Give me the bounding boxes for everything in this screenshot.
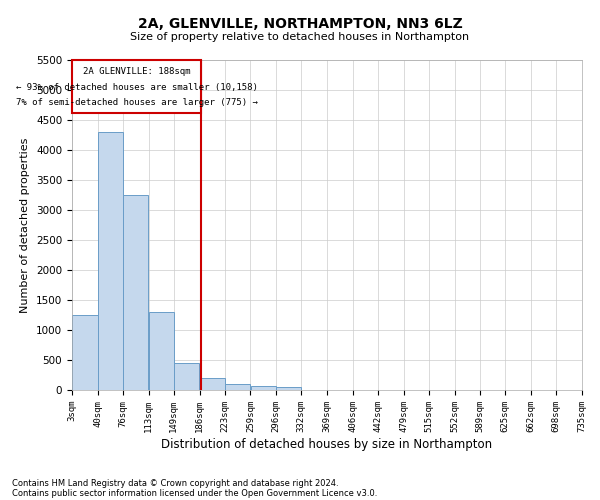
Bar	[72, 315, 98, 390]
Text: Size of property relative to detached houses in Northampton: Size of property relative to detached ho…	[130, 32, 470, 42]
Text: 2A, GLENVILLE, NORTHAMPTON, NN3 6LZ: 2A, GLENVILLE, NORTHAMPTON, NN3 6LZ	[137, 18, 463, 32]
X-axis label: Distribution of detached houses by size in Northampton: Distribution of detached houses by size …	[161, 438, 493, 450]
Bar	[277, 387, 301, 390]
Bar	[226, 384, 250, 390]
Bar	[200, 378, 225, 390]
Text: ← 93% of detached houses are smaller (10,158): ← 93% of detached houses are smaller (10…	[16, 83, 257, 92]
Bar	[251, 386, 276, 390]
Text: Contains HM Land Registry data © Crown copyright and database right 2024.: Contains HM Land Registry data © Crown c…	[12, 478, 338, 488]
Y-axis label: Number of detached properties: Number of detached properties	[20, 138, 31, 312]
Bar	[149, 312, 173, 390]
Bar	[98, 132, 122, 390]
Text: 7% of semi-detached houses are larger (775) →: 7% of semi-detached houses are larger (7…	[16, 98, 257, 108]
Bar	[123, 195, 148, 390]
Bar	[174, 363, 199, 390]
Text: Contains public sector information licensed under the Open Government Licence v3: Contains public sector information licen…	[12, 488, 377, 498]
Text: 2A GLENVILLE: 188sqm: 2A GLENVILLE: 188sqm	[83, 67, 190, 76]
FancyBboxPatch shape	[72, 60, 201, 113]
